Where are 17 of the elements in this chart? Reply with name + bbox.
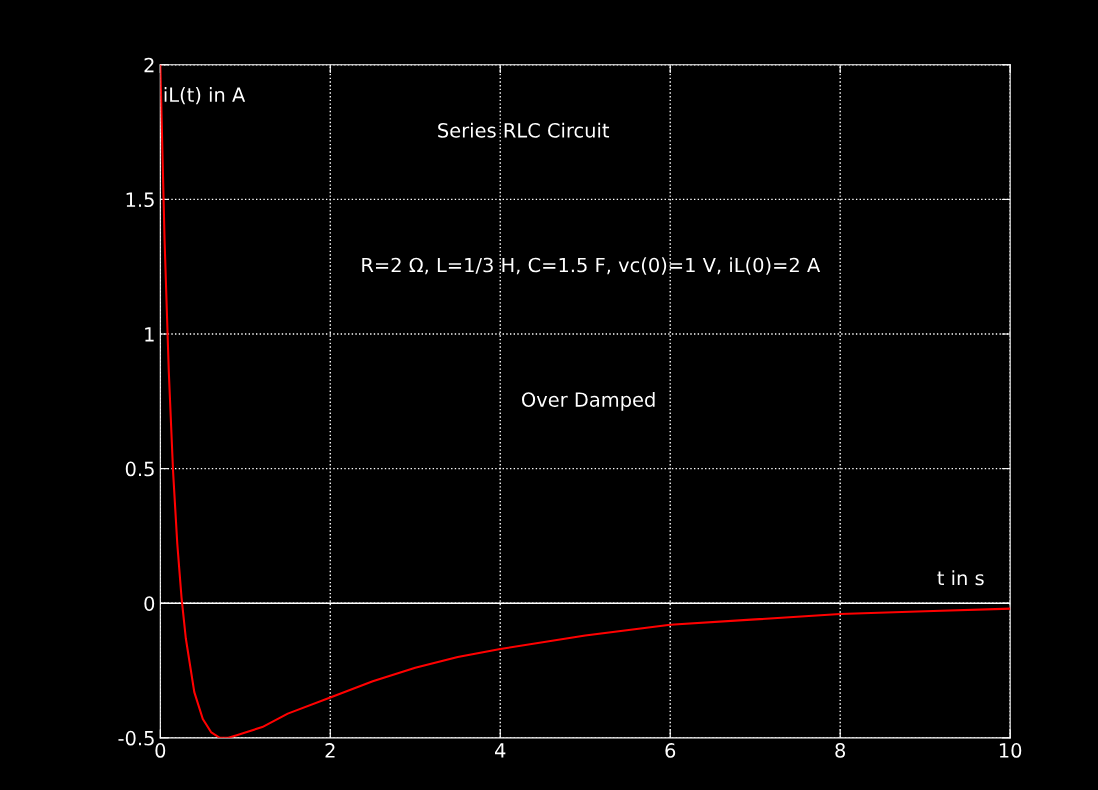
x-tick-label: 6 bbox=[665, 743, 676, 758]
y-tick-label: 1 bbox=[145, 327, 154, 342]
y-tick-label: 0.5 bbox=[125, 461, 154, 477]
x-tick-label: 10 bbox=[999, 743, 1022, 758]
y-axis-title: iL(t) in A bbox=[164, 87, 246, 105]
annotation: Over Damped bbox=[522, 391, 655, 411]
y-tick-label: -0.5 bbox=[118, 730, 154, 746]
y-tick-label: 1.5 bbox=[126, 192, 154, 208]
x-axis-title: t in s bbox=[937, 570, 984, 586]
annotation: R=2 Ω, L=1/3 H, C=1.5 F, vc(0)=1 V, iL(0)=2 A bbox=[362, 257, 821, 275]
y-tick-label: 0 bbox=[144, 596, 155, 611]
x-tick-label: 0 bbox=[155, 743, 166, 758]
x-tick-label: 2 bbox=[325, 743, 335, 758]
x-tick-label: 8 bbox=[835, 743, 846, 758]
x-tick-label: 4 bbox=[495, 743, 506, 758]
text: Series RLC Circuit bbox=[438, 122, 610, 138]
y-tick-label: 2 bbox=[144, 57, 154, 73]
